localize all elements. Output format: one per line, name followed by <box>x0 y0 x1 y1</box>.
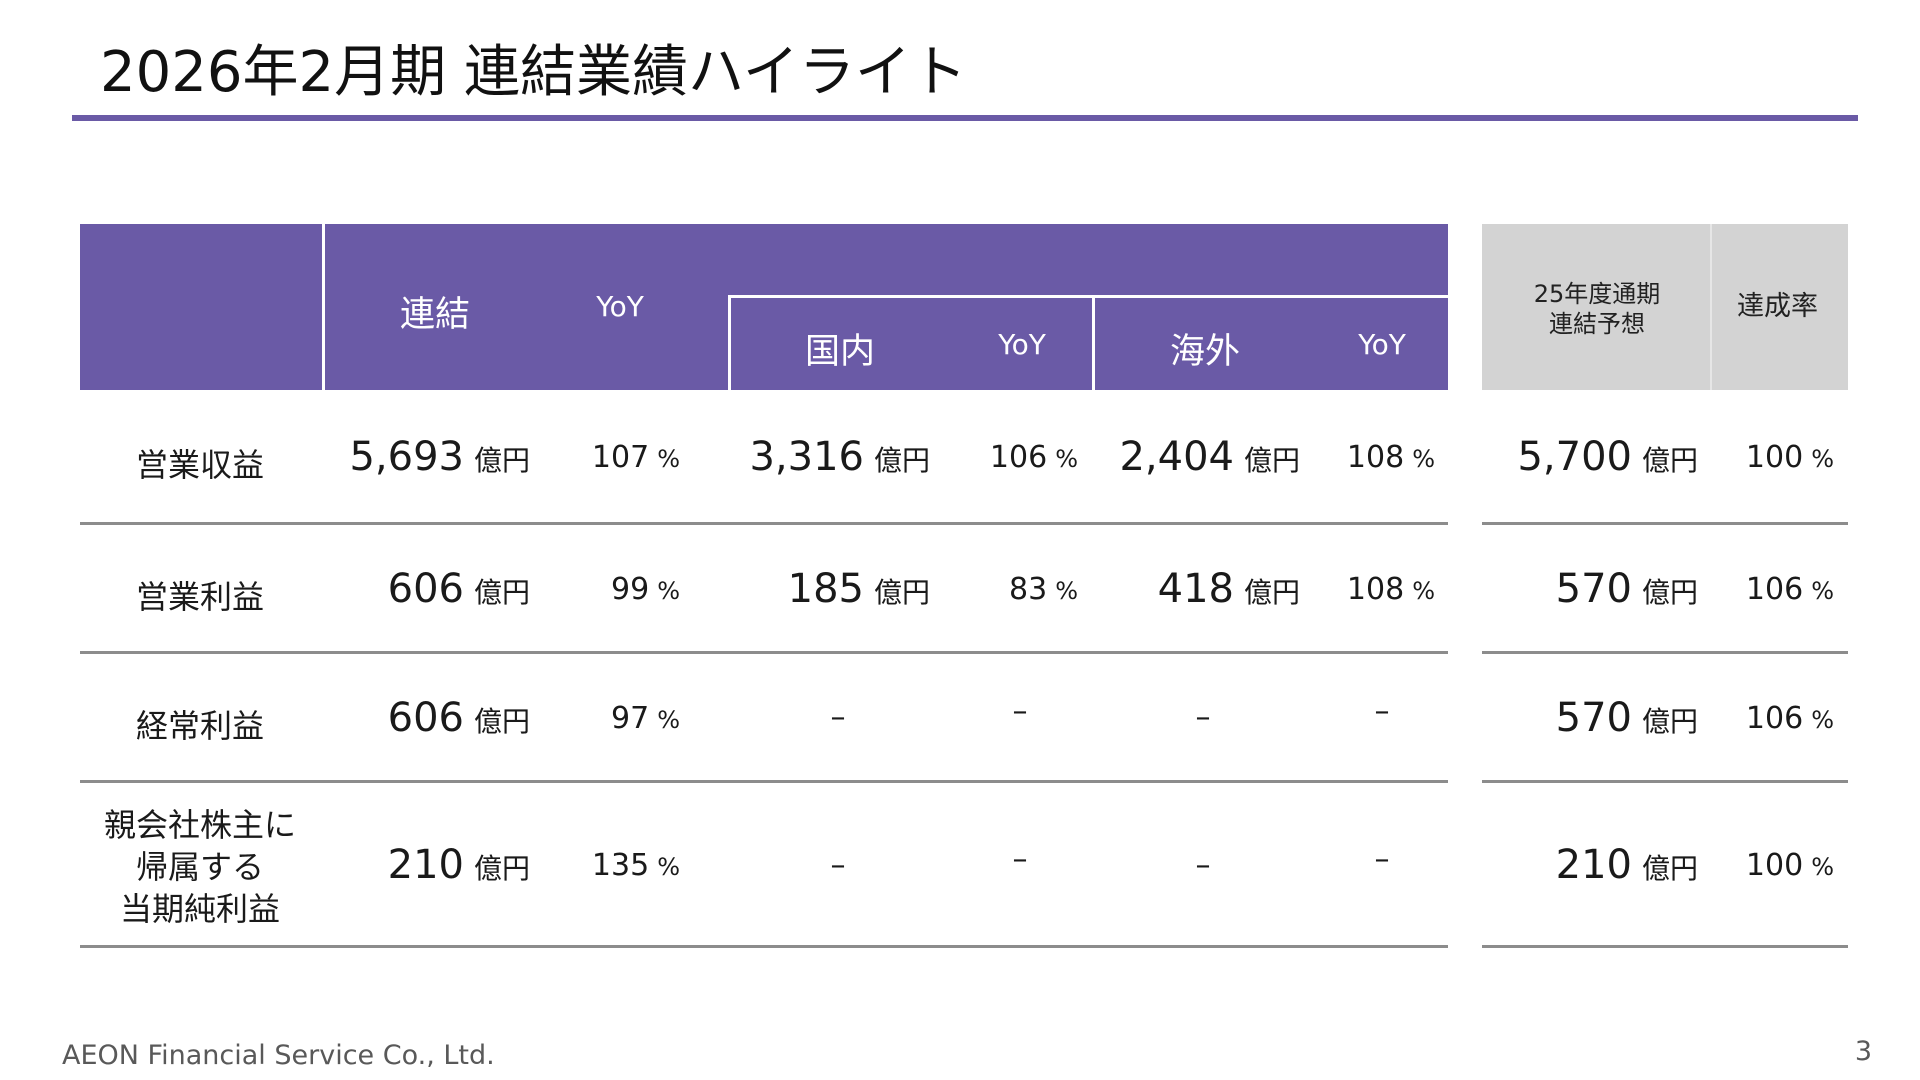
header-segment-line <box>728 295 1448 298</box>
forecast-value: 5,700 億円 <box>1517 434 1698 480</box>
domestic-yoy: 106% <box>989 440 1078 475</box>
domestic-value: – <box>830 700 846 735</box>
achievement-rate: 106% <box>1745 572 1834 607</box>
header-achievement: 達成率 <box>1737 291 1818 322</box>
header-overseas: 海外 <box>1169 332 1240 372</box>
header-domestic: 国内 <box>804 332 875 372</box>
row-separator <box>80 651 1448 654</box>
consolidated-value: 606 億円 <box>387 566 530 612</box>
header-consolidated: 連結 <box>399 295 470 335</box>
header-divider <box>1092 295 1095 390</box>
domestic-yoy: – <box>1012 694 1028 729</box>
domestic-yoy: – <box>1012 842 1028 877</box>
forecast-value: 570 億円 <box>1555 566 1698 612</box>
table-header <box>80 224 1448 390</box>
consolidated-yoy: 99% <box>611 572 680 607</box>
company-footer: AEON Financial Service Co., Ltd. <box>62 1040 495 1071</box>
domestic-yoy: 83% <box>1009 572 1078 607</box>
row-separator <box>1482 780 1848 783</box>
consolidated-value: 5,693 億円 <box>349 434 530 480</box>
overseas-yoy: 108% <box>1346 572 1435 607</box>
domestic-value: 3,316 億円 <box>749 434 930 480</box>
achievement-rate: 106% <box>1745 701 1834 736</box>
domestic-value: – <box>830 848 846 883</box>
header-overseas-yoy: YoY <box>1358 328 1406 361</box>
header-consolidated-yoy: YoY <box>596 290 644 323</box>
overseas-value: – <box>1195 700 1211 735</box>
header-forecast: 25年度通期 連結予想 <box>1533 280 1661 338</box>
row-label-ordinary-profit: 経常利益 <box>135 707 264 745</box>
consolidated-yoy: 97% <box>611 701 680 736</box>
overseas-value: – <box>1195 848 1211 883</box>
header-domestic-yoy: YoY <box>998 328 1046 361</box>
consolidated-value: 210 億円 <box>387 842 530 888</box>
page-title: 2026年2月期 連結業績ハイライト <box>100 40 967 105</box>
forecast-value: 210 億円 <box>1555 842 1698 888</box>
header-divider <box>728 295 731 390</box>
row-separator <box>1482 522 1848 525</box>
row-separator <box>80 522 1448 525</box>
row-label-operating-profit: 営業利益 <box>135 578 264 616</box>
consolidated-yoy: 107% <box>591 440 680 475</box>
overseas-value: 418 億円 <box>1157 566 1300 612</box>
forecast-value: 570 億円 <box>1555 695 1698 741</box>
overseas-value: 2,404 億円 <box>1119 434 1300 480</box>
page-number: 3 <box>1854 1036 1872 1067</box>
row-separator <box>80 780 1448 783</box>
achievement-rate: 100% <box>1745 440 1834 475</box>
domestic-value: 185 億円 <box>787 566 930 612</box>
consolidated-yoy: 135% <box>591 848 680 883</box>
row-separator <box>80 945 1448 948</box>
row-label-net-income: 親会社株主に 帰属する 当期純利益 <box>103 806 296 928</box>
row-separator <box>1482 651 1848 654</box>
consolidated-value: 606 億円 <box>387 695 530 741</box>
overseas-yoy: 108% <box>1346 440 1435 475</box>
overseas-yoy: – <box>1374 694 1390 729</box>
forecast-header <box>1482 224 1848 390</box>
achievement-rate: 100% <box>1745 848 1834 883</box>
title-underline <box>72 115 1858 121</box>
overseas-yoy: – <box>1374 842 1390 877</box>
row-label-operating-revenue: 営業収益 <box>135 446 264 484</box>
header-divider <box>322 224 325 390</box>
row-separator <box>1482 945 1848 948</box>
forecast-header-divider <box>1710 224 1712 390</box>
